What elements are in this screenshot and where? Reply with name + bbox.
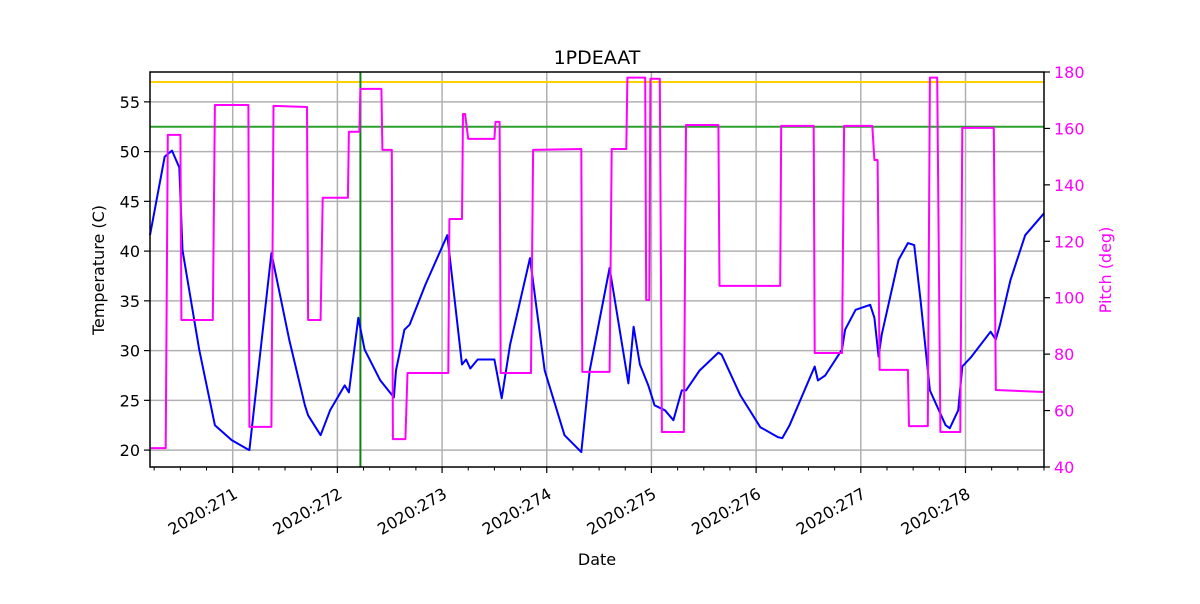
y2-tick-label: 140 [1054,176,1085,195]
y-tick-label: 30 [120,342,140,361]
x-axis-label: Date [578,550,616,569]
y2-axis-label: Pitch (deg) [1096,227,1115,314]
x-tick-label: 2020:278 [898,484,974,539]
y-tick-label: 55 [120,93,140,112]
x-tick-label: 2020:275 [584,484,660,539]
y-tick-label: 45 [120,192,140,211]
y2-tick-label: 80 [1054,345,1074,364]
x-tick-label: 2020:277 [793,484,869,539]
y2-tick-label: 60 [1054,402,1074,421]
plot-series [149,76,1045,454]
x-tick-label: 2020:274 [479,484,555,539]
reference-lines [150,72,1044,467]
y-tick-label: 35 [120,292,140,311]
y2-tick-label: 180 [1054,63,1085,82]
y2-tick-label: 120 [1054,232,1085,251]
grid [150,72,1044,467]
x-tick-label: 2020:273 [374,484,450,539]
chart-title: 1PDEAAT [554,47,641,69]
y-tick-label: 25 [120,391,140,410]
x-tick-label: 2020:272 [269,484,345,539]
y-tick-label: 20 [120,441,140,460]
temperature-line [149,149,1045,454]
plot-frame [149,71,1045,468]
y-tick-label: 40 [120,242,140,261]
x-tick-label: 2020:276 [688,484,764,539]
y-axis-label: Temperature (C) [89,205,108,336]
x-tick-label: 2020:271 [165,484,241,539]
y2-tick-label: 40 [1054,458,1074,477]
y-tick-label: 50 [120,143,140,162]
y2-tick-label: 100 [1054,289,1085,308]
y2-tick-label: 160 [1054,119,1085,138]
pitch-line [150,76,1045,450]
